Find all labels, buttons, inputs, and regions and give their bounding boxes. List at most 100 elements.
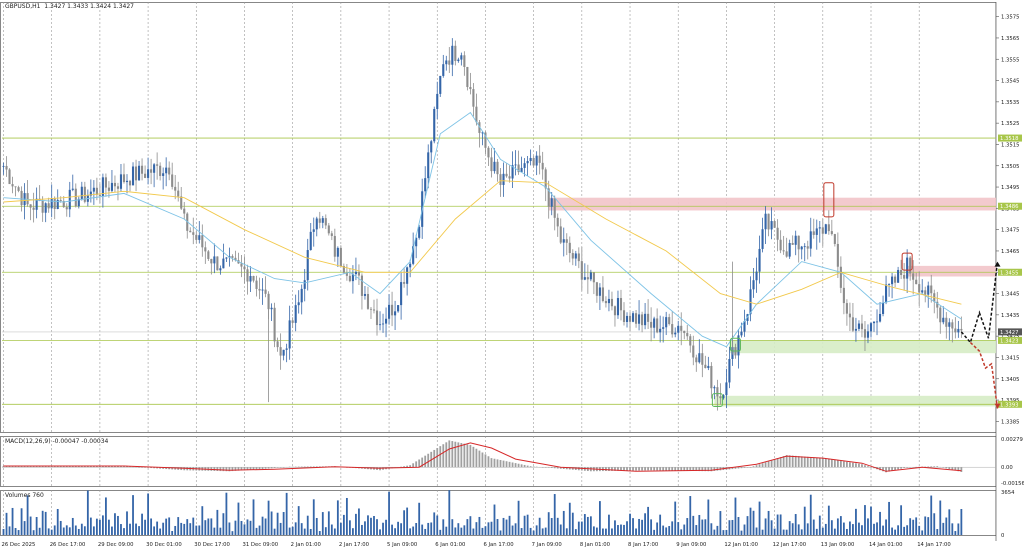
candle-body xyxy=(366,293,370,309)
candle-body xyxy=(535,155,538,166)
candle-body xyxy=(351,274,354,282)
macd-histogram-bar xyxy=(312,466,315,468)
volume-bar xyxy=(388,491,390,535)
macd-histogram-bar xyxy=(53,466,56,468)
candle-body xyxy=(710,365,713,389)
volume-bar xyxy=(391,524,393,535)
candle-body xyxy=(592,272,595,283)
candle-body xyxy=(231,256,234,258)
macd-histogram-bar xyxy=(704,467,707,472)
volume-bar xyxy=(942,522,945,535)
candle-body xyxy=(131,166,135,186)
volume-bar xyxy=(198,525,201,535)
candle-body xyxy=(960,328,963,331)
candle-body xyxy=(556,217,559,227)
macd-histogram-bar xyxy=(671,467,674,471)
volume-bar xyxy=(743,524,746,535)
macd-histogram-bar xyxy=(439,446,442,468)
candle-body xyxy=(400,282,403,306)
volume-bar xyxy=(409,528,412,535)
resistance-zone xyxy=(907,265,996,277)
volume-bar xyxy=(653,529,656,535)
macd-histogram-bar xyxy=(894,467,896,471)
volume-bar xyxy=(698,514,701,535)
macd-histogram-bar xyxy=(141,467,143,468)
volume-bar xyxy=(891,527,893,535)
macd-histogram-bar xyxy=(454,441,457,468)
macd-histogram-bar xyxy=(695,467,698,472)
candle-body xyxy=(59,199,62,201)
volume-bar xyxy=(300,523,303,535)
macd-histogram-bar xyxy=(571,467,574,470)
candle-body xyxy=(267,293,270,310)
candle-body xyxy=(659,328,662,333)
macd-histogram-bar xyxy=(544,467,547,468)
volume-bar xyxy=(647,506,650,535)
macd-histogram-bar xyxy=(162,467,165,469)
volume-bar xyxy=(258,525,261,535)
macd-histogram-bar xyxy=(559,467,562,469)
macd-histogram-bar xyxy=(550,467,553,468)
candle-body xyxy=(526,161,529,164)
macd-histogram-bar xyxy=(635,467,637,471)
volume-bar xyxy=(818,515,821,535)
macd-histogram-bar xyxy=(577,467,580,471)
volume-bar xyxy=(704,519,707,535)
macd-histogram-bar xyxy=(776,458,779,468)
candle-body xyxy=(628,315,632,322)
volume-bar xyxy=(333,528,336,535)
macd-histogram-bar xyxy=(62,466,65,468)
macd-histogram-bar xyxy=(957,467,960,472)
candle-body xyxy=(128,180,132,186)
candle-body xyxy=(936,301,939,308)
candle-body xyxy=(800,246,803,250)
candle-body xyxy=(948,322,951,327)
volume-bar xyxy=(556,517,559,535)
volume-bar xyxy=(71,517,74,535)
volume-bar xyxy=(457,523,460,535)
macd-histogram-bar xyxy=(240,467,243,471)
volume-bar xyxy=(677,522,680,535)
volume-bar xyxy=(758,501,761,535)
y-tick-label: 1.3505 xyxy=(1001,164,1020,170)
candle-body xyxy=(270,307,273,310)
volume-y-tick-label: 0 xyxy=(1001,533,1005,539)
volume-bar xyxy=(237,502,240,535)
candle-body xyxy=(954,328,957,333)
candle-body xyxy=(306,250,309,281)
macd-histogram-bar xyxy=(900,467,903,469)
macd-histogram-bar xyxy=(89,466,92,468)
candle-body xyxy=(2,165,5,167)
candle-body xyxy=(568,242,571,254)
volume-bar xyxy=(270,511,273,535)
candle-body xyxy=(162,173,165,176)
x-tick-label: 30 Dec 17:00 xyxy=(194,542,230,548)
macd-histogram-bar xyxy=(656,467,659,471)
volume-bar xyxy=(894,529,896,535)
volume-bar xyxy=(605,528,607,535)
volume-bar xyxy=(770,520,773,535)
volume-bar xyxy=(855,508,857,535)
y-tick-label: 1.3565 xyxy=(1001,36,1020,42)
macd-histogram-bar xyxy=(493,458,496,468)
macd-histogram-bar xyxy=(638,467,640,471)
volume-bar xyxy=(150,518,153,535)
volume-bar xyxy=(342,514,345,535)
candle-body xyxy=(201,235,204,248)
macd-histogram-bar xyxy=(225,467,228,472)
macd-histogram-bar xyxy=(165,467,168,470)
macd-histogram-bar xyxy=(565,467,568,470)
x-tick-label: 2 Jan 17:00 xyxy=(339,542,370,548)
candle-body xyxy=(312,229,315,232)
ma-fast-line xyxy=(3,111,962,348)
candle-body xyxy=(291,320,294,323)
macd-histogram-bar xyxy=(20,466,23,468)
volume-bar xyxy=(475,522,478,535)
macd-histogram-bar xyxy=(315,466,318,468)
macd-histogram-bar xyxy=(35,466,38,468)
volume-bar xyxy=(830,520,833,535)
volume-bar xyxy=(478,516,481,535)
candle-body xyxy=(845,303,848,314)
macd-histogram-bar xyxy=(761,463,764,468)
